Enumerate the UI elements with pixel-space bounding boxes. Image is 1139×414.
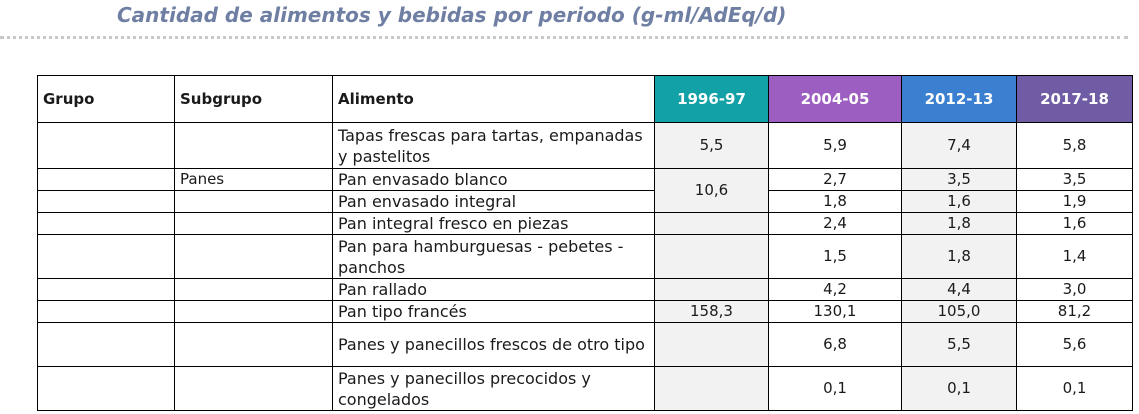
cell-grupo (37, 366, 175, 411)
table-row: Panes y panecillos frescos de otro tipo … (37, 322, 1133, 367)
cell-2004-05: 5,9 (768, 122, 902, 169)
cell-2012-13: 7,4 (901, 122, 1017, 169)
cell-alimento: Pan rallado (332, 278, 655, 301)
cell-grupo (37, 300, 175, 323)
cell-2012-13: 5,5 (901, 322, 1017, 367)
header-row: Grupo Subgrupo Alimento 1996-97 2004-05 … (37, 75, 1133, 123)
cell-2012-13: 1,8 (901, 234, 1017, 279)
page-title: Cantidad de alimentos y bebidas por peri… (117, 3, 787, 27)
cell-grupo (37, 234, 175, 279)
cell-alimento: Panes y panecillos frescos de otro tipo (332, 322, 655, 367)
cell-alimento: Pan integral fresco en piezas (332, 212, 655, 235)
cell-1996-97 (654, 366, 769, 411)
cell-1996-97: 10,6 (654, 168, 769, 213)
cell-2017-18: 0,1 (1016, 366, 1133, 411)
table-row: Panes Pan envasado blanco 10,6 2,7 3,5 3… (37, 168, 1133, 213)
cell-grupo (37, 322, 175, 367)
cell-subgrupo (174, 300, 333, 323)
cell-alimento: Pan tipo francés (332, 300, 655, 323)
table-row: Pan envasado integral 1,8 1,6 1,9 (37, 190, 1133, 213)
table-row: Pan rallado 4,2 4,4 3,0 (37, 278, 1133, 301)
cell-2017-18: 1,9 (1016, 190, 1133, 213)
table-row: Pan tipo francés 158,3 130,1 105,0 81,2 (37, 300, 1133, 323)
cell-2004-05: 2,4 (768, 212, 902, 235)
header-2012-13: 2012-13 (901, 75, 1017, 123)
cell-alimento: Pan envasado blanco (332, 168, 655, 191)
cell-subgrupo (174, 212, 333, 235)
cell-2017-18: 1,6 (1016, 212, 1133, 235)
cell-2004-05: 1,5 (768, 234, 902, 279)
cell-alimento: Pan envasado integral (332, 190, 655, 213)
cell-2017-18: 5,8 (1016, 122, 1133, 169)
table-row: Tapas frescas para tartas, empanadas y p… (37, 122, 1133, 169)
cell-1996-97: 5,5 (654, 122, 769, 169)
dotted-divider (0, 36, 1128, 39)
cell-2012-13: 1,8 (901, 212, 1017, 235)
cell-1996-97 (654, 212, 769, 235)
cell-2017-18: 81,2 (1016, 300, 1133, 323)
cell-subgrupo (174, 366, 333, 411)
cell-grupo (37, 190, 175, 213)
cell-subgrupo (174, 122, 333, 169)
food-quantity-table: Grupo Subgrupo Alimento 1996-97 2004-05 … (37, 75, 1133, 411)
header-grupo: Grupo (37, 75, 175, 123)
cell-2012-13: 3,5 (901, 168, 1017, 191)
cell-subgrupo (174, 322, 333, 367)
cell-grupo (37, 212, 175, 235)
cell-grupo (37, 122, 175, 169)
header-2017-18: 2017-18 (1016, 75, 1133, 123)
header-2004-05: 2004-05 (768, 75, 902, 123)
cell-1996-97 (654, 322, 769, 367)
table-row: Panes y panecillos precocidos y congelad… (37, 366, 1133, 411)
cell-grupo (37, 168, 175, 191)
cell-1996-97 (654, 278, 769, 301)
cell-1996-97 (654, 234, 769, 279)
cell-alimento: Panes y panecillos precocidos y congelad… (332, 366, 655, 411)
cell-1996-97: 158,3 (654, 300, 769, 323)
cell-2012-13: 105,0 (901, 300, 1017, 323)
cell-2004-05: 2,7 (768, 168, 902, 191)
cell-2012-13: 1,6 (901, 190, 1017, 213)
table-row: Pan para hamburguesas - pebetes - pancho… (37, 234, 1133, 279)
cell-2012-13: 4,4 (901, 278, 1017, 301)
cell-2012-13: 0,1 (901, 366, 1017, 411)
cell-2004-05: 1,8 (768, 190, 902, 213)
header-1996-97: 1996-97 (654, 75, 769, 123)
cell-subgrupo: Panes (174, 168, 333, 191)
cell-2017-18: 5,6 (1016, 322, 1133, 367)
cell-subgrupo (174, 278, 333, 301)
cell-grupo (37, 278, 175, 301)
cell-2004-05: 6,8 (768, 322, 902, 367)
cell-2017-18: 3,0 (1016, 278, 1133, 301)
cell-2017-18: 1,4 (1016, 234, 1133, 279)
cell-2004-05: 0,1 (768, 366, 902, 411)
cell-subgrupo (174, 190, 333, 213)
cell-subgrupo (174, 234, 333, 279)
cell-alimento: Tapas frescas para tartas, empanadas y p… (332, 122, 655, 169)
cell-2004-05: 130,1 (768, 300, 902, 323)
cell-2017-18: 3,5 (1016, 168, 1133, 191)
cell-alimento: Pan para hamburguesas - pebetes - pancho… (332, 234, 655, 279)
table-row: Pan integral fresco en piezas 2,4 1,8 1,… (37, 212, 1133, 235)
cell-2004-05: 4,2 (768, 278, 902, 301)
header-subgrupo: Subgrupo (174, 75, 333, 123)
header-alimento: Alimento (332, 75, 655, 123)
